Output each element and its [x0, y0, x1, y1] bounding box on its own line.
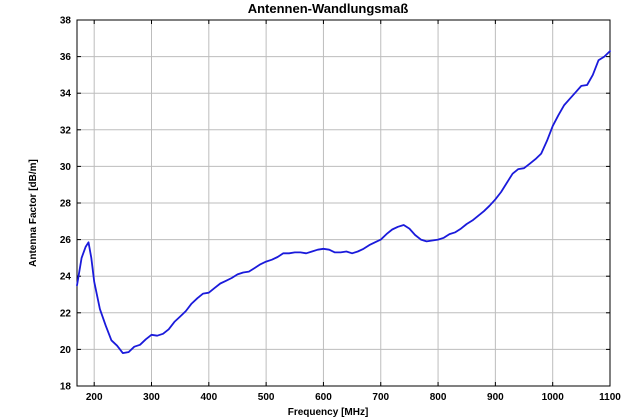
- x-tick-label: 1100: [599, 392, 621, 403]
- x-tick-label: 500: [258, 392, 275, 403]
- x-tick-label: 700: [372, 392, 389, 403]
- y-tick-label: 20: [60, 345, 72, 356]
- y-tick-label: 32: [60, 125, 72, 136]
- y-tick-label: 22: [60, 308, 72, 319]
- y-tick-label: 30: [60, 162, 72, 173]
- y-tick-label: 38: [60, 16, 72, 27]
- y-tick-label: 24: [60, 272, 72, 283]
- y-tick-label: 26: [60, 235, 72, 246]
- x-tick-label: 300: [143, 392, 160, 403]
- x-tick-label: 900: [487, 392, 504, 403]
- series-line-0: [76, 50, 611, 355]
- x-tick-label: 1000: [542, 392, 565, 403]
- y-tick-label: 34: [60, 89, 72, 100]
- grid: [77, 20, 610, 386]
- y-tick-label: 28: [60, 199, 72, 210]
- chart-title: Antennen-Wandlungsmaß: [248, 1, 409, 16]
- y-tick-label: 18: [60, 382, 72, 393]
- x-tick-label: 400: [200, 392, 217, 403]
- y-tick-label: 36: [60, 52, 72, 63]
- y-axis-label: Antenna Factor [dB/m]: [28, 159, 39, 267]
- series-layer: [76, 50, 611, 355]
- x-tick-label: 200: [86, 392, 103, 403]
- axis-ticks: 200 300 400 500 600 700 800 900 1000 1100 18 20 22 24…: [60, 16, 621, 404]
- x-tick-label: 800: [430, 392, 447, 403]
- x-tick-label: 600: [315, 392, 332, 403]
- x-axis-label: Frequency [MHz]: [288, 407, 369, 418]
